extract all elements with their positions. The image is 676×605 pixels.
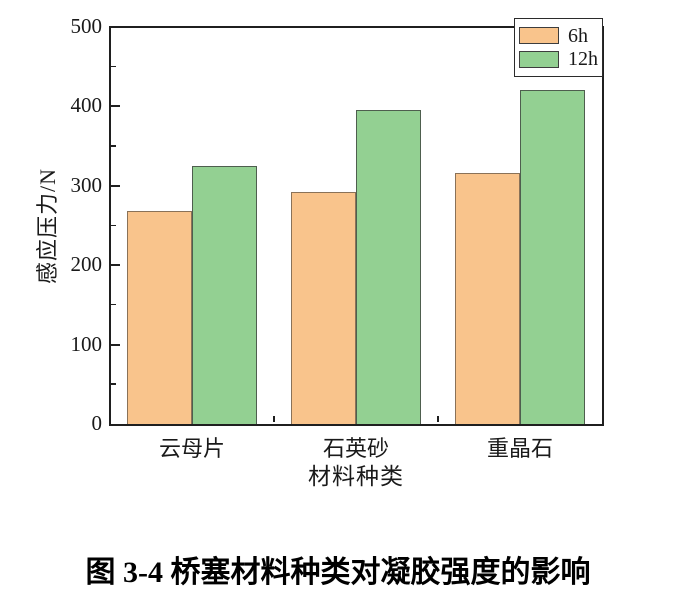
y-tick-label: 100 [70,331,103,356]
x-axis-title: 材料种类 [308,464,404,489]
y-axis-major-tick [111,264,120,267]
figure-caption: 图 3-4 桥塞材料种类对凝胶强度的影响 [85,556,591,589]
bar-6h-重晶石 [455,173,520,424]
legend-swatch-12h [519,50,559,68]
bar-6h-云母片 [127,211,192,424]
legend-label: 6h [568,24,588,47]
x-category-label: 石英砂 [322,436,390,461]
y-axis-minor-tick [111,383,116,385]
bar-12h-重晶石 [520,89,585,424]
legend-item: 6h [519,26,598,46]
legend-label: 12h [568,48,598,71]
legend: 6h 12h [514,18,603,77]
bar-12h-石英砂 [356,109,421,424]
y-axis-minor-tick [111,145,116,147]
legend-item: 12h [519,49,598,69]
y-axis-major-tick [111,343,120,346]
bar-6h-石英砂 [291,192,356,424]
bar-12h-云母片 [192,165,257,424]
y-axis-major-tick [111,105,120,108]
y-tick-label: 500 [70,14,103,38]
x-axis-tick [273,416,275,422]
y-tick-label: 300 [70,172,103,197]
y-tick-label: 0 [91,411,103,435]
x-category-label: 重晶石 [486,436,554,461]
x-category-label: 云母片 [158,436,226,461]
x-axis-tick [437,416,439,422]
y-tick-label: 400 [70,93,103,118]
legend-swatch-6h [519,27,559,45]
y-axis-minor-tick [111,65,116,68]
y-axis-major-tick [111,184,120,187]
y-axis-minor-tick [111,224,116,226]
bar-chart-figure: 0 100 200 300 400 500 云母片 石英砂 重晶石 感应压力/N 材料种类 6h… [35,14,604,489]
y-axis-minor-tick [111,303,116,306]
y-tick-label: 200 [70,252,103,277]
